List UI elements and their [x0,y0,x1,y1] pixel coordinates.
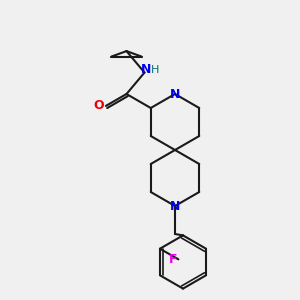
Text: N: N [141,63,152,76]
Text: N: N [170,88,180,100]
Text: O: O [94,99,104,112]
Text: N: N [170,200,180,212]
Text: H: H [151,64,160,75]
Text: F: F [169,253,178,266]
